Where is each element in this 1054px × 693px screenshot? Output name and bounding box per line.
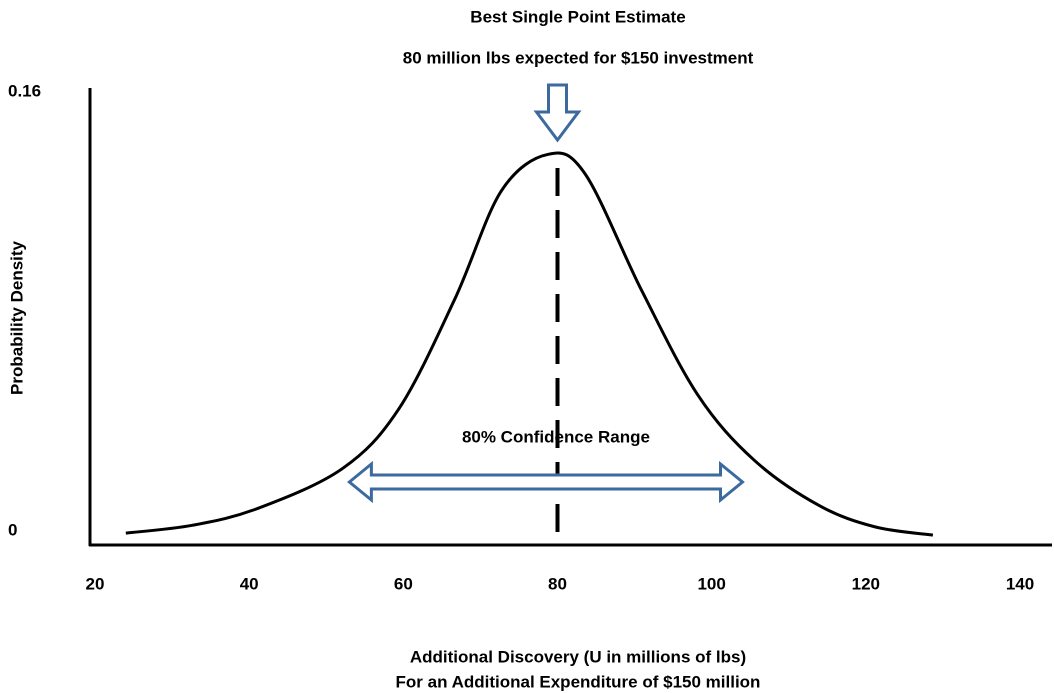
density-curve xyxy=(125,151,934,537)
x-tick-label: 40 xyxy=(240,574,259,593)
x-tick-label: 80 xyxy=(548,574,567,593)
y-axis-label: Probability Density xyxy=(7,240,26,395)
chart-subtitle: 80 million lbs expected for $150 investm… xyxy=(403,48,754,67)
x-tick-label: 120 xyxy=(852,574,880,593)
x-axis-label: Additional Discovery (U in millions of l… xyxy=(410,647,746,666)
confidence-arrow xyxy=(347,460,745,504)
confidence-label: 80% Confidence Range xyxy=(462,427,650,446)
y-tick-label: 0.16 xyxy=(8,81,41,100)
x-tick-label: 140 xyxy=(1006,574,1034,593)
x-tick-label: 20 xyxy=(86,574,105,593)
chart-title: Best Single Point Estimate xyxy=(470,7,685,26)
point-estimate-arrow xyxy=(533,83,582,143)
y-tick-label: 0 xyxy=(8,520,17,539)
x-tick-label: 100 xyxy=(697,574,725,593)
x-axis-label: For an Additional Expenditure of $150 mi… xyxy=(396,672,761,691)
x-tick-label: 60 xyxy=(394,574,413,593)
